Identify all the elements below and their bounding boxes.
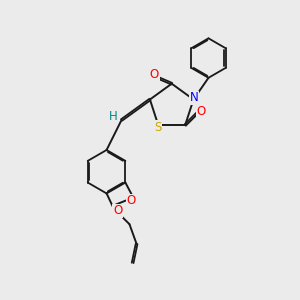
Text: N: N (190, 92, 199, 104)
Text: O: O (113, 204, 122, 217)
Text: O: O (196, 105, 206, 118)
Text: O: O (127, 194, 136, 207)
Text: S: S (154, 121, 161, 134)
Text: O: O (150, 68, 159, 81)
Text: H: H (109, 110, 117, 123)
